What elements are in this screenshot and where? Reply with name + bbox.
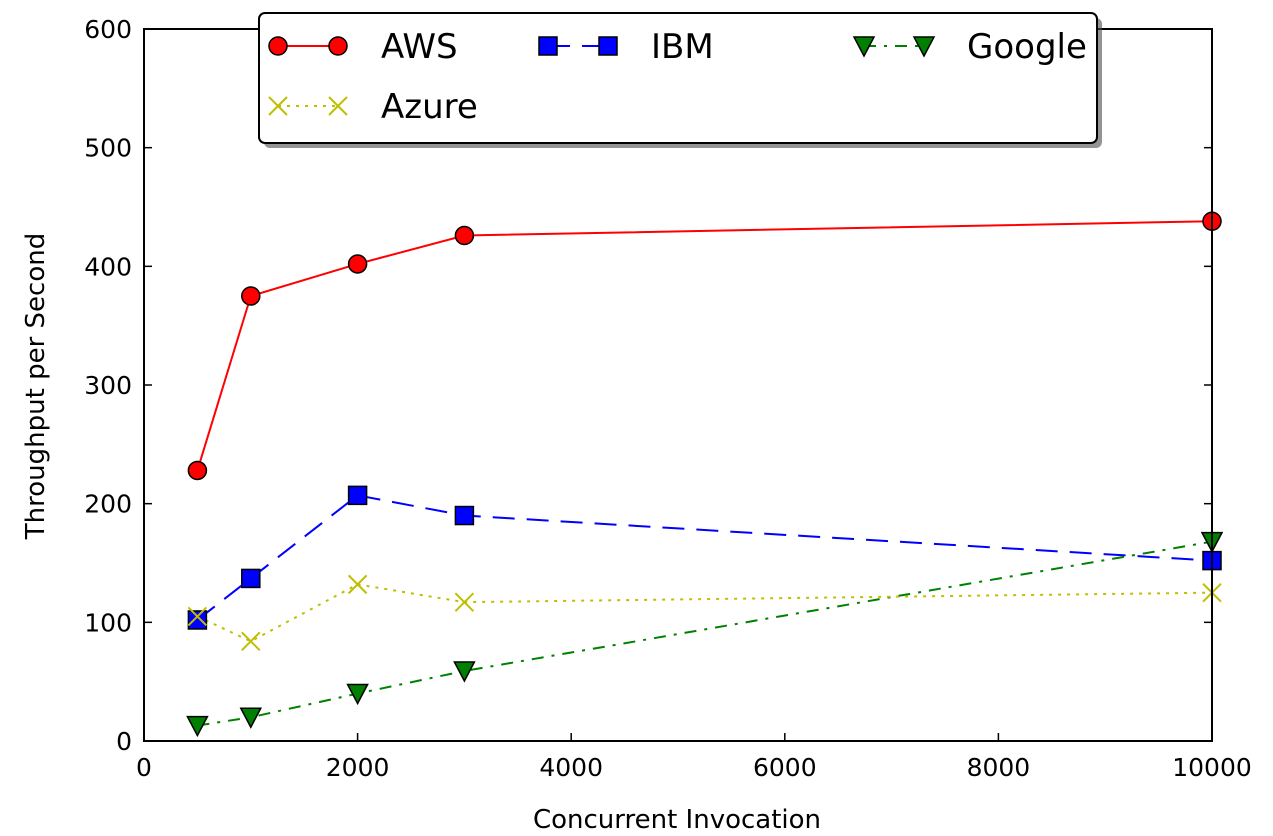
x-tick-label: 8000 xyxy=(967,753,1031,782)
y-tick-label: 0 xyxy=(116,727,132,756)
data-point-google xyxy=(239,707,263,729)
y-tick-label: 500 xyxy=(84,134,132,163)
data-point-azure xyxy=(454,592,475,612)
series-line-google xyxy=(197,540,1213,727)
y-tick-label: 200 xyxy=(84,490,132,519)
legend-marker xyxy=(598,36,618,56)
y-tick-label: 300 xyxy=(84,371,132,400)
legend-entry-aws: AWS xyxy=(268,27,458,67)
legend-box xyxy=(258,12,1098,144)
plot-area xyxy=(186,211,1224,738)
legend-marker xyxy=(538,36,558,56)
data-point-google xyxy=(453,661,476,683)
y-tick-label: 100 xyxy=(84,608,132,637)
legend-label: IBM xyxy=(651,27,714,67)
legend-label: AWS xyxy=(381,27,458,67)
data-point-google xyxy=(186,715,209,738)
x-axis-title: Concurrent Invocation xyxy=(533,805,821,835)
legend-marker xyxy=(852,36,876,58)
legend-entry-google: Google xyxy=(852,27,1087,67)
legend-marker xyxy=(912,36,936,58)
data-point-azure xyxy=(187,606,208,627)
data-point-aws xyxy=(241,286,261,306)
x-tick-label: 0 xyxy=(136,753,152,782)
legend-entry-ibm: IBM xyxy=(538,27,714,67)
data-point-ibm xyxy=(241,568,261,589)
x-tick-label: 6000 xyxy=(753,753,817,782)
series-line-ibm xyxy=(196,494,1213,621)
data-point-ibm xyxy=(347,485,368,506)
legend-marker xyxy=(268,36,288,56)
x-tick-label: 4000 xyxy=(539,753,603,782)
data-point-aws xyxy=(347,254,368,274)
legend-marker xyxy=(328,96,348,116)
legend-marker xyxy=(328,36,348,56)
legend-entry-azure: Azure xyxy=(268,87,478,127)
data-point-aws xyxy=(187,460,208,481)
data-point-ibm xyxy=(187,610,208,630)
data-point-ibm xyxy=(454,505,475,526)
data-point-azure xyxy=(241,631,261,652)
legend-marker xyxy=(268,96,288,116)
data-point-google xyxy=(346,683,369,706)
y-tick-label: 600 xyxy=(84,15,132,44)
y-axis-title: Throughput per Second xyxy=(21,233,51,540)
data-point-azure xyxy=(347,574,368,595)
legend-label: Google xyxy=(967,27,1087,67)
data-point-aws xyxy=(454,225,475,246)
legend-label: Azure xyxy=(381,87,478,127)
legend: AWS IBM Google Azure xyxy=(258,12,1102,148)
x-tick-label: 10000 xyxy=(1172,753,1252,782)
x-tick-label: 2000 xyxy=(326,753,390,782)
y-tick-label: 400 xyxy=(84,252,132,281)
